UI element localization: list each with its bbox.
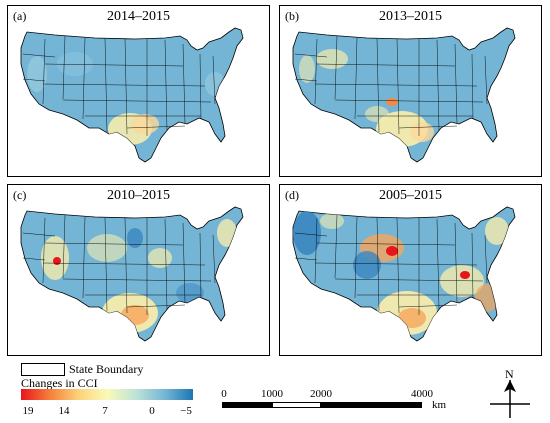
colorbar-tick: 7 [102, 405, 108, 417]
panel-title: 2010–2015 [107, 188, 170, 203]
panel-title: 2014–2015 [107, 9, 170, 24]
us-map-b [292, 27, 516, 163]
colorbar-tick: 14 [58, 405, 70, 417]
map-panel-b: (b) 2013–2015 [279, 5, 542, 177]
scale-unit: km [432, 399, 447, 411]
colorbar-tick: 19 [22, 405, 34, 417]
panel-label: (b) [285, 9, 299, 23]
state-boundaries-b [294, 35, 488, 136]
panel-title: 2013–2015 [379, 9, 442, 24]
scale-tick: 0 [221, 388, 227, 400]
map-panel-d: (d) 2005–2015 [279, 184, 542, 356]
colorbar [21, 389, 193, 400]
colorbar-tick: −5 [180, 405, 192, 417]
scale-tick: 4000 [411, 388, 433, 400]
panel-label: (d) [285, 188, 299, 202]
state-boundaries-c [22, 214, 216, 315]
scale-segment-white [272, 402, 321, 408]
state-boundaries-a [22, 35, 216, 136]
panel-label: (c) [13, 188, 27, 202]
state-boundary-label: State Boundary [69, 362, 144, 376]
scale-segment-black [222, 402, 272, 408]
state-boundaries-d [294, 214, 488, 315]
us-map-c [20, 206, 244, 342]
scale-tick: 1000 [261, 388, 283, 400]
north-arrow-icon [490, 380, 530, 418]
map-panel-a: (a) 2014–2015 [7, 5, 270, 177]
us-map-d [292, 206, 516, 342]
map-panel-c: (c) 2010–2015 [7, 184, 270, 356]
scale-segment-black-long [321, 402, 422, 408]
colorbar-tick: 0 [149, 405, 155, 417]
panel-label: (a) [13, 9, 27, 23]
panel-title: 2005–2015 [379, 188, 442, 203]
scale-tick: 2000 [310, 388, 332, 400]
us-map-a [20, 27, 244, 163]
north-label: N [505, 367, 514, 381]
state-boundary-swatch [21, 363, 65, 376]
colorbar-title: Changes in CCI [21, 376, 98, 390]
